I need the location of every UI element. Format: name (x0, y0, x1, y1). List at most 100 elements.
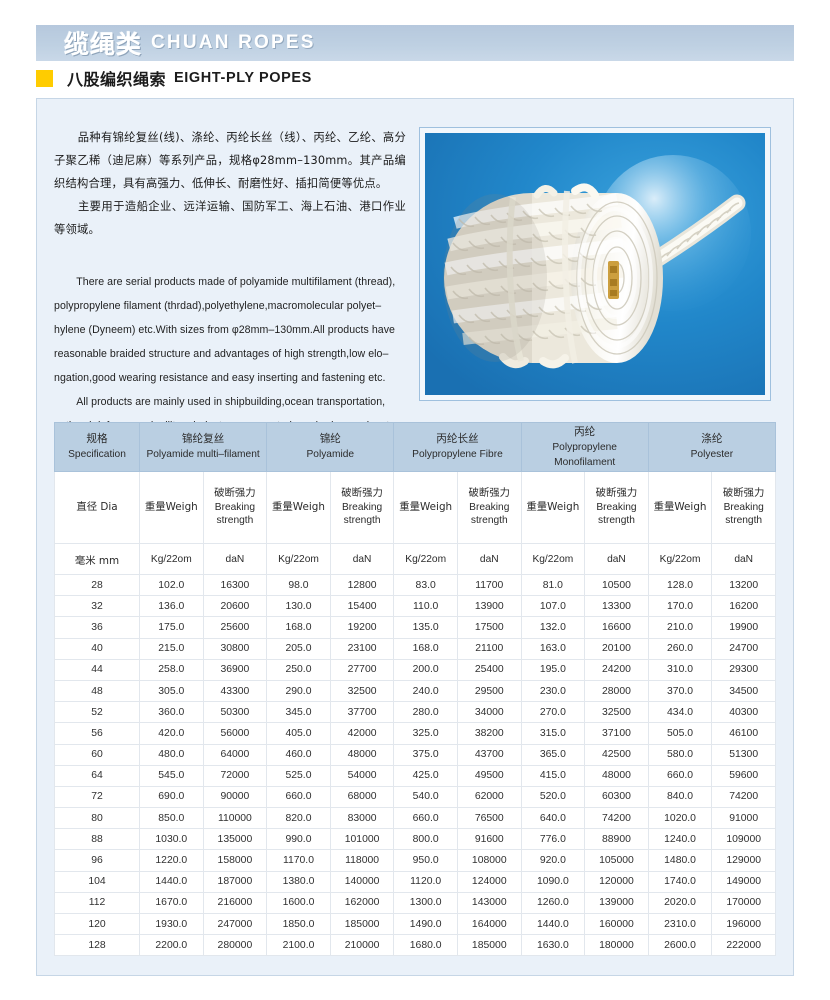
cell-value: 59600 (711, 764, 776, 787)
cell-value: 520.0 (520, 785, 586, 809)
cell-value: 76500 (456, 807, 522, 830)
sub-header-breaking-5: 破断强力 Breaking strength (711, 471, 776, 544)
cell-diameter: 72 (54, 785, 140, 809)
sub-header-cn: 重量Weigh (526, 500, 580, 513)
cell-value: 49500 (456, 764, 522, 787)
cell-value: 129000 (711, 849, 776, 872)
sub-header-cn: 重量Weigh (399, 500, 453, 513)
cell-value: 1850.0 (266, 912, 331, 936)
cell-value: 360.0 (139, 701, 204, 724)
cell-value: 405.0 (266, 722, 331, 745)
table-row: 96 1220.0 158000 1170.0 118000 950.0 108000 920… (54, 849, 776, 872)
title-band: 缆绳类 CHUAN ROPES (36, 25, 794, 61)
cell-value: 83000 (329, 807, 395, 830)
cell-value: 800.0 (393, 828, 458, 851)
sub-header-weight-5: 重量Weigh (647, 471, 713, 544)
cell-value: 48000 (584, 764, 649, 787)
cell-diameter: 44 (54, 658, 140, 681)
cell-value: 425.0 (393, 764, 458, 787)
cell-value: 216000 (202, 891, 268, 915)
group-header-cn: 丙纶 (574, 425, 596, 438)
rope-tag (608, 261, 619, 299)
cell-value: 48000 (329, 743, 395, 766)
cell-value: 135000 (202, 828, 268, 851)
cell-value: 110.0 (393, 595, 458, 618)
cell-value: 37700 (329, 701, 395, 724)
cell-value: 64000 (202, 743, 268, 766)
cell-value: 660.0 (647, 764, 713, 787)
cell-value: 37100 (584, 722, 649, 745)
unit-cell: 毫米 mm (54, 543, 140, 575)
cell-value: 258.0 (139, 658, 204, 681)
cell-value: 434.0 (647, 701, 713, 724)
table-row: 36 175.0 25600 168.0 19200 135.0 17500 132.0 166… (54, 616, 776, 639)
cell-value: 375.0 (393, 743, 458, 766)
cell-value: 168.0 (266, 616, 331, 639)
cell-value: 83.0 (393, 573, 458, 597)
group-header-en: Specification (68, 449, 126, 460)
table-row: 64 545.0 72000 525.0 54000 425.0 49500 415.0 480… (54, 764, 776, 787)
sub-header-breaking-4: 破断强力 Breaking strength (584, 471, 649, 544)
group-header-en: Polypropylene Monofilament (552, 441, 617, 468)
table-head: 规格 Specification 锦纶复丝 Polyamide multi–fi… (54, 422, 777, 575)
cell-value: 11700 (456, 573, 522, 597)
unit-cell: Kg/22om (393, 543, 458, 575)
cell-value: 1020.0 (647, 807, 713, 830)
cell-value: 124000 (456, 870, 522, 893)
cell-value: 230.0 (520, 679, 586, 703)
cell-value: 1300.0 (393, 891, 458, 915)
cell-diameter: 128 (54, 934, 140, 957)
cell-value: 1490.0 (393, 912, 458, 936)
page-title-cn: 缆绳类 (64, 30, 143, 59)
cell-value: 850.0 (139, 807, 204, 830)
cell-diameter: 60 (54, 743, 140, 766)
group-header-polypropylene-fibre: 丙纶长丝 Polypropylene Fibre (393, 422, 522, 472)
sub-header-breaking-3: 破断强力 Breaking strength (456, 471, 522, 544)
cell-value: 1930.0 (139, 912, 204, 936)
cell-diameter: 48 (54, 679, 140, 703)
cell-value: 545.0 (139, 764, 204, 787)
sub-header-cn: 重量Weigh (144, 500, 198, 513)
cell-value: 81.0 (520, 573, 586, 597)
cell-value: 1670.0 (139, 891, 204, 915)
cell-value: 29500 (456, 679, 522, 703)
cell-value: 29300 (711, 658, 776, 681)
cell-value: 43700 (456, 743, 522, 766)
page-title-en: CHUAN ROPES (151, 32, 316, 53)
sub-header-weight-1: 重量Weigh (139, 471, 204, 544)
group-header-en: Polypropylene Fibre (412, 449, 503, 460)
cell-value: 13300 (584, 595, 649, 618)
cell-diameter: 96 (54, 849, 140, 872)
cell-value: 32500 (584, 701, 649, 724)
description-text-column: 品种有锦纶复丝(线)、涤纶、丙纶长丝（线）、丙纶、乙纶、高分子聚乙稀（迪尼麻）等… (54, 126, 406, 438)
cell-value: 990.0 (266, 828, 331, 851)
cell-value: 200.0 (393, 658, 458, 681)
group-header-cn: 锦纶 (319, 433, 341, 445)
cell-diameter: 32 (54, 595, 140, 618)
cell-diameter: 52 (54, 701, 140, 724)
cell-value: 640.0 (520, 807, 586, 830)
sub-header-cn: 破断强力 (214, 487, 256, 500)
cell-value: 135.0 (393, 616, 458, 639)
cell-value: 25400 (456, 658, 522, 681)
cell-value: 28000 (584, 679, 649, 703)
cell-value: 1600.0 (266, 891, 331, 915)
specification-table: 规格 Specification 锦纶复丝 Polyamide multi–fi… (54, 422, 777, 957)
cell-value: 136.0 (139, 595, 204, 618)
cell-diameter: 104 (54, 870, 140, 893)
cell-value: 2310.0 (647, 912, 713, 936)
table-row: 128 2200.0 280000 2100.0 210000 1680.0 185000 1… (54, 934, 776, 957)
cell-value: 110000 (202, 807, 268, 830)
cell-value: 46100 (711, 722, 776, 745)
cell-value: 840.0 (647, 785, 713, 809)
cell-value: 1480.0 (647, 849, 713, 872)
cell-value: 240.0 (393, 679, 458, 703)
cell-diameter: 64 (54, 764, 140, 787)
cell-value: 420.0 (139, 722, 204, 745)
cell-value: 168.0 (393, 637, 458, 660)
cell-value: 776.0 (520, 828, 586, 851)
table-row: 60 480.0 64000 460.0 48000 375.0 43700 365.0 425… (54, 743, 776, 766)
cell-value: 222000 (711, 934, 776, 957)
cell-value: 370.0 (647, 679, 713, 703)
cell-value: 139000 (584, 891, 649, 915)
